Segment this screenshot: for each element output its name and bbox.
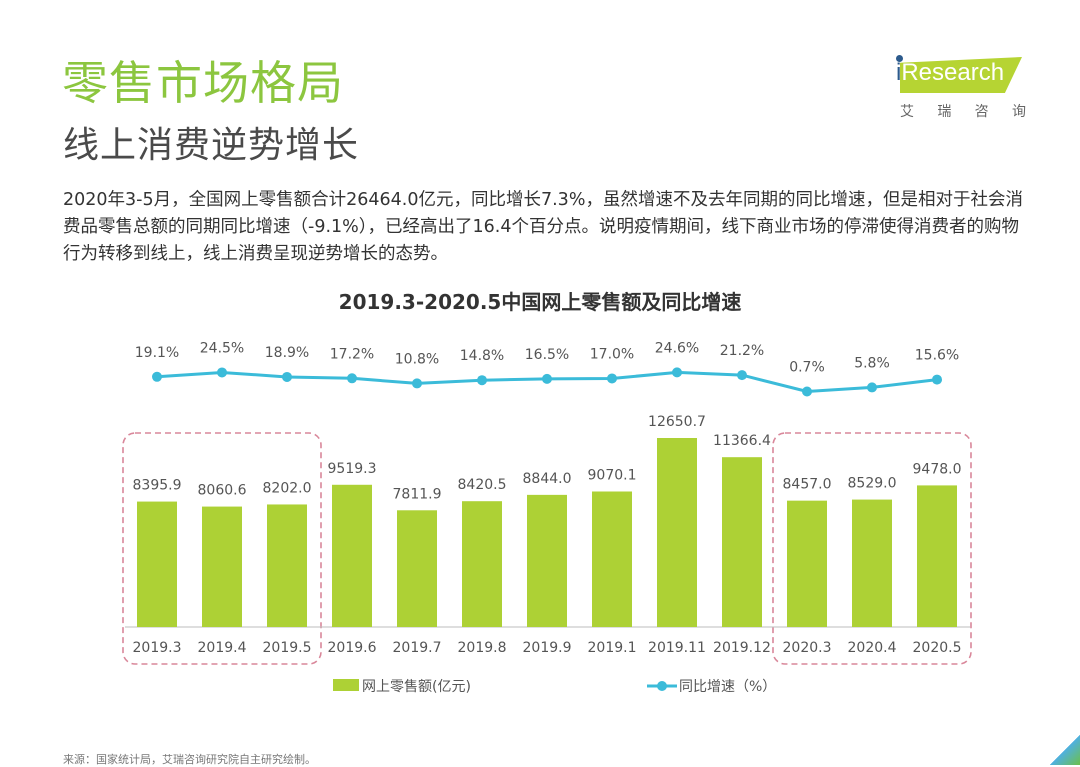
growth-value-label: 18.9% [265, 345, 309, 361]
bar [332, 484, 372, 627]
page-subtitle: 线上消费逆势增长 [63, 125, 360, 166]
bar-value-label: 8457.0 [783, 477, 832, 493]
x-tick-label: 2019.7 [393, 640, 442, 656]
legend-bar-label: 网上零售额(亿元) [362, 679, 471, 695]
growth-point [477, 375, 487, 386]
legend-line-label: 同比增速（%） [679, 679, 776, 695]
x-tick-label: 2020.5 [913, 640, 962, 656]
growth-point [607, 373, 617, 384]
growth-value-label: 15.6% [915, 348, 959, 364]
growth-value-label: 5.8% [854, 355, 890, 371]
bar [397, 510, 437, 627]
x-tick-label: 2019.8 [458, 640, 507, 656]
growth-point [672, 367, 682, 378]
growth-point [217, 367, 227, 378]
logo-band [900, 57, 1022, 93]
highlight-box [772, 432, 972, 665]
summary-paragraph: 2020年3-5月，全国网上零售额合计26464.0亿元，同比增长7.3%，虽然… [63, 190, 1023, 264]
corner-decoration [1050, 735, 1080, 765]
growth-value-label: 17.0% [590, 346, 634, 362]
growth-value-label: 24.5% [200, 340, 244, 356]
growth-point [412, 378, 422, 389]
x-tick-label: 2019.4 [198, 640, 247, 656]
growth-value-label: 17.2% [330, 346, 374, 362]
iresearch-logo: iResearch 艾 瑞 咨 询 [892, 55, 1027, 125]
logo-dot-icon [896, 55, 903, 62]
growth-point [152, 371, 162, 382]
source-note: 来源：国家统计局，艾瑞咨询研究院自主研究绘制。 [63, 753, 316, 766]
growth-value-label: 21.2% [720, 343, 764, 359]
logo-char: 咨 [974, 104, 989, 120]
growth-point [802, 386, 812, 397]
bar-value-label: 7811.9 [393, 486, 442, 502]
growth-value-label: 10.8% [395, 351, 439, 367]
growth-point [737, 370, 747, 381]
growth-point [932, 374, 942, 385]
bar-value-label: 8844.0 [523, 471, 572, 487]
bar-value-label: 8395.9 [133, 478, 182, 494]
growth-point [542, 373, 552, 384]
logo-wordmark: iResearch [896, 61, 1004, 85]
bar [787, 500, 827, 627]
logo-brand: Research [901, 59, 1005, 86]
growth-point [282, 371, 292, 382]
logo-i: i [896, 59, 902, 86]
growth-point [347, 373, 357, 384]
legend-bar-swatch [333, 679, 359, 691]
growth-value-label: 24.6% [655, 340, 699, 356]
x-tick-label: 2019.12 [713, 640, 771, 656]
x-tick-label: 2019.1 [588, 640, 637, 656]
bar [852, 499, 892, 627]
bar [137, 501, 177, 627]
bar-value-label: 8060.6 [198, 483, 247, 499]
logo-char: 艾 [900, 104, 914, 120]
x-tick-label: 2019.5 [263, 640, 312, 656]
x-tick-label: 2019.11 [648, 640, 706, 656]
bar-value-label: 9070.1 [588, 467, 637, 483]
x-tick-label: 2020.4 [848, 640, 897, 656]
growth-value-label: 16.5% [525, 347, 569, 363]
bar [267, 504, 307, 627]
x-tick-label: 2019.9 [523, 640, 572, 656]
bar [462, 501, 502, 627]
bar [917, 485, 957, 627]
bar [592, 491, 632, 627]
chart-title: 2019.3-2020.5中国网上零售额及同比增速 [338, 290, 742, 314]
x-tick-label: 2019.6 [328, 640, 377, 656]
bar [202, 506, 242, 627]
bar [527, 494, 567, 627]
growth-value-label: 0.7% [789, 360, 825, 376]
bar-value-label: 9519.3 [328, 461, 377, 477]
bar-value-label: 8529.0 [848, 476, 897, 492]
bar [657, 438, 697, 627]
growth-value-label: 19.1% [135, 345, 179, 361]
bar-value-label: 11366.4 [713, 433, 771, 449]
x-tick-label: 2020.3 [783, 640, 832, 656]
bar [722, 457, 762, 627]
logo-char: 询 [1011, 104, 1026, 120]
bar-value-label: 9478.0 [913, 461, 962, 477]
bar-value-label: 8420.5 [458, 477, 507, 493]
page-title: 零售市场格局 [62, 56, 344, 110]
highlight-box [122, 432, 322, 665]
growth-point [867, 382, 877, 393]
bar-value-label: 12650.7 [648, 414, 706, 430]
logo-char: 瑞 [937, 104, 952, 120]
bar-value-label: 8202.0 [263, 480, 312, 496]
growth-value-label: 14.8% [460, 348, 504, 364]
x-tick-label: 2019.3 [133, 640, 182, 656]
logo-chinese: 艾 瑞 咨 询 [900, 101, 1026, 121]
legend-line-marker [657, 681, 667, 691]
